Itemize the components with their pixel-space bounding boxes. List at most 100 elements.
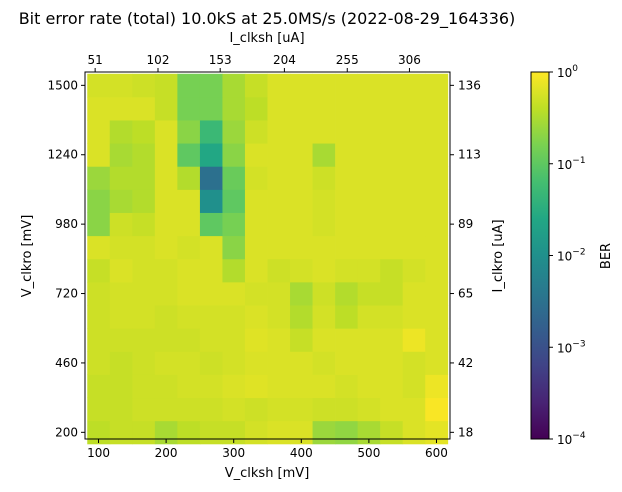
- heatmap-cell: [335, 397, 359, 422]
- heatmap-cell: [335, 305, 359, 329]
- heatmap-cell: [199, 166, 223, 190]
- heatmap-cell: [132, 143, 156, 167]
- heatmap-cell: [425, 305, 449, 329]
- heatmap-cell: [357, 305, 381, 329]
- chart-title: Bit error rate (total) 10.0kS at 25.0MS/…: [19, 9, 516, 29]
- heatmap-cell: [87, 305, 111, 329]
- heatmap-cell: [357, 143, 381, 167]
- heatmap-cell: [335, 143, 359, 167]
- heatmap-cell: [132, 374, 156, 399]
- heatmap-cell: [177, 397, 201, 422]
- heatmap-cell: [177, 120, 201, 144]
- heatmap-cell: [402, 420, 426, 445]
- heatmap-cell: [357, 120, 381, 144]
- heatmap-cell: [177, 212, 201, 237]
- heatmap-cell: [132, 212, 156, 237]
- right-tick-label: 18: [458, 425, 473, 439]
- heatmap-cell: [222, 143, 246, 167]
- y-tick-label: 980: [55, 217, 78, 231]
- heatmap-cell: [222, 166, 246, 190]
- heatmap-cell: [425, 420, 449, 445]
- right-axis-ticks: 18 42 65 89 113 136: [450, 78, 481, 439]
- y-tick-label: 720: [55, 287, 78, 301]
- right-tick-label: 42: [458, 356, 473, 370]
- heatmap-cell: [244, 281, 268, 306]
- heatmap-cell: [244, 120, 268, 144]
- heatmap-cell: [380, 374, 404, 399]
- x-axis-label: V_clksh [mV]: [225, 466, 310, 481]
- heatmap-cell: [357, 96, 381, 121]
- heatmap-cell: [154, 328, 178, 352]
- heatmap-cell: [154, 258, 178, 283]
- heatmap-cell: [87, 374, 111, 399]
- heatmap-cell: [380, 120, 404, 144]
- heatmap-cell: [177, 281, 201, 306]
- heatmap-cell: [357, 235, 381, 260]
- y-tick-label: 200: [55, 425, 78, 439]
- colorbar-tick-label: 10−3: [557, 339, 586, 355]
- heatmap-cell: [199, 189, 223, 213]
- heatmap-cell: [199, 397, 223, 422]
- heatmap-cell: [335, 374, 359, 399]
- heatmap-cell: [312, 328, 336, 352]
- heatmap-cell: [290, 328, 313, 352]
- heatmap-cell: [267, 258, 291, 283]
- heatmap-cell: [87, 143, 111, 167]
- heatmap-cell: [222, 420, 246, 445]
- heatmap-cell: [267, 143, 291, 167]
- heatmap-cell: [267, 189, 291, 213]
- heatmap-cell: [312, 397, 336, 422]
- right-tick-label: 65: [458, 287, 473, 301]
- heatmap-cell: [244, 73, 268, 98]
- heatmap-cell: [199, 420, 223, 445]
- heatmap-cell: [154, 166, 178, 190]
- heatmap-cell: [380, 143, 404, 167]
- heatmap-cell: [199, 281, 223, 306]
- heatmap-cell: [290, 73, 313, 98]
- heatmap-cell: [109, 96, 133, 121]
- colorbar-tick-label: 10−4: [557, 431, 586, 447]
- heatmap-cell: [425, 96, 449, 121]
- heatmap-cell: [222, 281, 246, 306]
- heatmap-cell: [335, 166, 359, 190]
- heatmap-cell: [267, 120, 291, 144]
- heatmap-cell: [244, 397, 268, 422]
- heatmap-cell: [335, 328, 359, 352]
- heatmap-cell: [267, 305, 291, 329]
- heatmap-cell: [132, 235, 156, 260]
- colorbar-tick-label: 10−1: [557, 156, 586, 172]
- heatmap-cell: [425, 143, 449, 167]
- heatmap-cell: [357, 328, 381, 352]
- heatmap-cell: [267, 374, 291, 399]
- heatmap-cell: [402, 305, 426, 329]
- heatmap-cell: [380, 258, 404, 283]
- heatmap-cell: [380, 96, 404, 121]
- heatmap-cell: [87, 351, 111, 375]
- heatmap-cell: [154, 235, 178, 260]
- heatmap-cell: [402, 397, 426, 422]
- heatmap-cell: [199, 73, 223, 98]
- heatmap-cell: [154, 281, 178, 306]
- heatmap-cell: [177, 351, 201, 375]
- heatmap-cell: [87, 96, 111, 121]
- heatmap-cell: [222, 73, 246, 98]
- y-tick-label: 1500: [47, 78, 78, 92]
- heatmap-cell: [177, 258, 201, 283]
- heatmap-cell: [199, 212, 223, 237]
- heatmap-cell: [357, 351, 381, 375]
- heatmap-cell: [199, 143, 223, 167]
- heatmap-cell: [132, 189, 156, 213]
- heatmap-cell: [335, 258, 359, 283]
- heatmap-cell: [177, 374, 201, 399]
- heatmap-cell: [154, 73, 178, 98]
- heatmap-cell: [222, 212, 246, 237]
- heatmap-cell: [425, 166, 449, 190]
- heatmap-cell: [312, 281, 336, 306]
- heatmap-cell: [87, 258, 111, 283]
- x-tick-label: 300: [222, 446, 245, 460]
- heatmap-cell: [87, 397, 111, 422]
- heatmap-cell: [380, 189, 404, 213]
- heatmap-cell: [199, 120, 223, 144]
- heatmap-cell: [177, 143, 201, 167]
